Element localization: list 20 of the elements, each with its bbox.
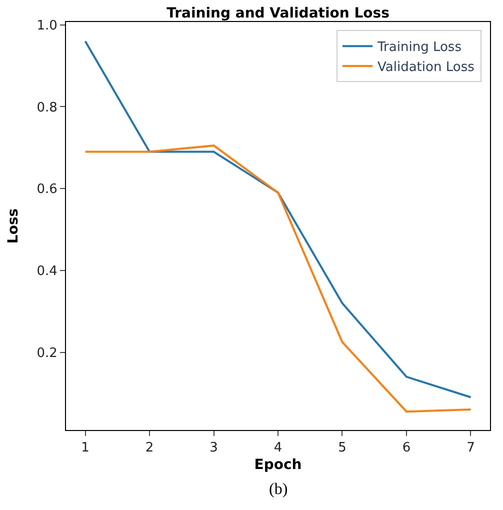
chart-title: Training and Validation Loss xyxy=(166,5,390,22)
x-tick-label: 5 xyxy=(338,440,346,456)
line-series xyxy=(84,40,472,398)
legend-label: Training Loss xyxy=(376,40,462,56)
x-tick-label: 1 xyxy=(81,440,90,456)
x-tick-label: 7 xyxy=(466,440,475,456)
y-tick-label: 0.2 xyxy=(36,346,58,361)
y-tick-label: 0.8 xyxy=(36,100,58,116)
x-tick-label: 6 xyxy=(402,440,411,456)
x-tick-label: 3 xyxy=(210,440,218,456)
x-tick-label: 2 xyxy=(145,440,154,456)
y-tick-label: 0.4 xyxy=(36,264,58,279)
y-tick-label: 0.6 xyxy=(36,182,58,198)
text: (b) xyxy=(269,481,288,498)
x-axis-title: Epoch xyxy=(254,456,302,473)
y-axis-title: Loss xyxy=(5,208,22,244)
x-tick-label: 4 xyxy=(274,440,282,456)
line-series xyxy=(84,144,472,413)
legend-label: Validation Loss xyxy=(378,60,475,76)
y-tick-label: 1.0 xyxy=(36,18,58,34)
